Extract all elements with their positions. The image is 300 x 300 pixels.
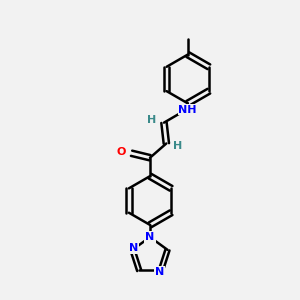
Text: NH: NH: [178, 105, 197, 115]
Text: H: H: [147, 115, 157, 125]
Text: N: N: [146, 232, 154, 242]
Text: N: N: [155, 267, 164, 277]
Text: N: N: [129, 243, 139, 253]
Text: N: N: [146, 232, 154, 242]
Text: O: O: [117, 147, 126, 157]
Text: NH: NH: [178, 105, 197, 115]
Text: H: H: [173, 141, 182, 152]
